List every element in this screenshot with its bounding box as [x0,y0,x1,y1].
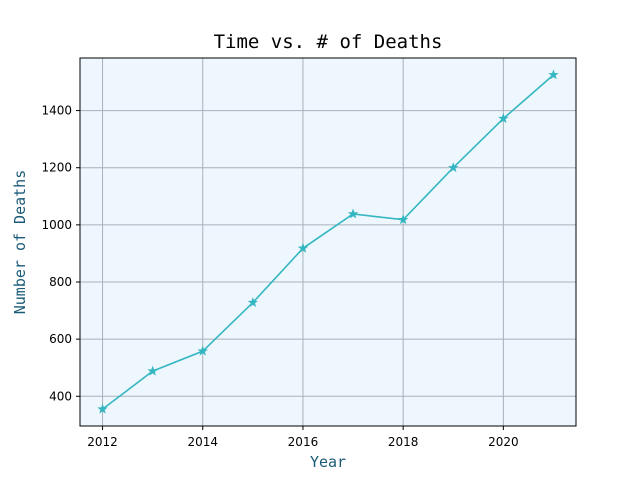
data-point-marker [97,403,108,414]
data-point-marker [498,113,509,123]
data-point-marker [448,162,459,173]
y-tick-label: 1000 [41,218,72,232]
data-point-marker [397,214,409,225]
y-tick-label: 1400 [41,104,72,118]
grid-lines [80,58,576,426]
y-tick-label: 400 [49,389,72,403]
data-point-marker [247,297,259,307]
y-tick-label: 800 [49,275,72,289]
chart-title: Time vs. # of Deaths [214,31,443,53]
x-tick-label: 2012 [87,435,118,449]
plot-background [80,58,576,426]
tick-layer: 2012 2014 2016 2018 2020 400 600 800 1000 1200 140… [41,104,518,449]
x-axis-label: Year [310,453,346,471]
data-point-marker [197,345,208,356]
x-tick-label: 2020 [488,435,519,449]
x-tick-label: 2014 [187,435,218,449]
data-point-marker [548,69,559,80]
x-tick-label: 2018 [388,435,419,449]
y-axis-label: Number of Deaths [11,170,29,315]
series-layer [97,69,559,414]
series-line [102,74,554,410]
plot-frame [79,57,577,427]
x-tick-label: 2016 [288,435,319,449]
data-point-marker [297,242,309,253]
y-tick-label: 1200 [41,161,72,175]
data-point-marker [147,365,158,376]
y-tick-label: 600 [49,332,72,346]
data-point-marker [347,208,359,219]
